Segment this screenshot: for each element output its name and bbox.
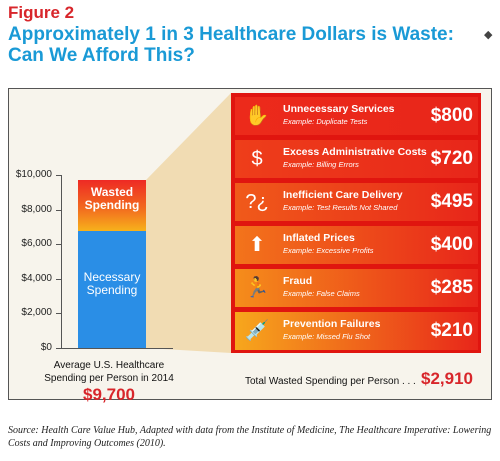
y-tick (56, 278, 62, 280)
title-line-1: Approximately 1 in 3 Healthcare Dollars … (8, 24, 454, 45)
y-tick (56, 244, 62, 246)
source-note: Source: Health Care Value Hub, Adapted w… (8, 425, 492, 449)
xray-icon: ✋ (244, 105, 270, 127)
y-tick (56, 175, 62, 176)
x-baseline (61, 348, 173, 349)
arrow-up-icon: ⬆ (248, 234, 266, 256)
chart-title: Approximately 1 in 3 Healthcare Dollars … (8, 24, 488, 66)
y-tick-label: $0 (40, 342, 52, 353)
breakdown-item-example: Example: Billing Errors (283, 160, 359, 169)
breakdown-item-value: $285 (430, 277, 473, 298)
breakdown-item-example: Example: Excessive Profits (283, 246, 374, 255)
wasted-label-line-2: Spending (84, 198, 140, 213)
bar-wasted-spending: Wasted Spending (78, 180, 146, 231)
breakdown-item-title: Inefficient Care Delivery (283, 189, 403, 201)
bar-category-label: Average U.S. Healthcare Spending per Per… (34, 359, 184, 385)
figure-label: Figure 2 (8, 3, 75, 22)
breakdown-item-title: Inflated Prices (283, 232, 355, 244)
breakdown-item-title: Prevention Failures (283, 318, 381, 330)
bar-category-line-2: Spending per Person in 2014 (44, 373, 174, 384)
bullet-icon: ◆ (484, 29, 493, 41)
breakdown-panel (231, 93, 481, 353)
necessary-label-line-1: Necessary (83, 269, 141, 284)
breakdown-item: ?¿ Inefficient Care Delivery Example: Test… (235, 183, 478, 221)
breakdown-item: ✋ Unnecessary Services Example: Duplicate … (235, 97, 478, 135)
breakdown-item-title: Excess Administrative Costs (283, 146, 427, 158)
breakdown-item-value: $720 (430, 148, 473, 169)
title-line-2: Can We Afford This? (8, 45, 195, 66)
total-wasted-value: $2,910 (421, 369, 473, 388)
wasted-label: Wasted Spending (78, 186, 146, 212)
money-bag-icon: $ (251, 148, 263, 170)
wasted-label-line-1: Wasted (90, 185, 134, 200)
breakdown-item: ⬆ Inflated Prices Example: Excessive Profi… (235, 226, 478, 264)
breakdown-item-value: $400 (430, 234, 473, 255)
syringe-icon: 💉 (244, 320, 270, 342)
breakdown-item-example: Example: False Claims (283, 289, 360, 298)
breakdown-item-example: Example: Duplicate Tests (283, 117, 368, 126)
breakdown-item-title: Fraud (283, 275, 313, 287)
y-tick (56, 209, 62, 211)
y-tick-label: $2,000 (21, 307, 52, 319)
bar-category-line-1: Average U.S. Healthcare (53, 360, 165, 371)
necessary-label: Necessary Spending (78, 269, 146, 297)
y-tick-label: $8,000 (21, 203, 52, 215)
breakdown-item-example: Example: Test Results Not Shared (283, 203, 398, 212)
funnel-shape (146, 93, 231, 353)
y-tick-label: $10,000 (15, 169, 52, 180)
y-tick-label: $6,000 (21, 238, 52, 250)
breakdown-item-example: Example: Missed Flu Shot (283, 332, 371, 341)
breakdown-item-value: $210 (430, 320, 473, 341)
y-axis-line (61, 175, 62, 349)
breakdown-item-value: $495 (430, 191, 473, 212)
breakdown-item-value: $800 (430, 105, 473, 126)
breakdown-item: 💉 Prevention Failures Example: Missed Flu … (235, 312, 478, 350)
y-tick (56, 313, 62, 315)
total-wasted-label: Total Wasted Spending per Person . . . (245, 376, 416, 387)
y-tick (56, 348, 62, 349)
bar-total-value: $9,700 (83, 385, 135, 404)
running-man-icon: 🏃 (244, 277, 270, 299)
bar-necessary-spending: Necessary Spending (78, 230, 146, 348)
necessary-label-line-2: Spending (86, 282, 138, 297)
breakdown-item-title: Unnecessary Services (283, 103, 395, 115)
question-icon: ?¿ (245, 191, 269, 213)
y-tick-label: $4,000 (21, 272, 52, 284)
breakdown-item: $ Excess Administrative Costs Example: Bil… (235, 140, 478, 178)
breakdown-item: 🏃 Fraud Example: False Claims $285 (235, 269, 478, 307)
